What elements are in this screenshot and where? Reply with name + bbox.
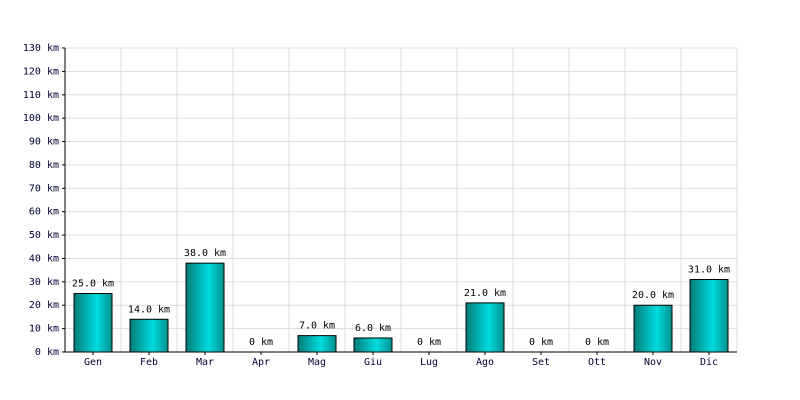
x-tick-label: Mar xyxy=(196,357,214,368)
value-label: 0 km xyxy=(417,337,441,348)
x-tick-label: Giu xyxy=(364,357,382,368)
value-label: 0 km xyxy=(249,337,273,348)
value-label: 31.0 km xyxy=(688,265,730,276)
x-tick-label: Lug xyxy=(420,357,438,368)
y-tick-label: 10 km xyxy=(29,324,59,335)
y-tick-label: 110 km xyxy=(23,90,59,101)
bar xyxy=(185,262,225,353)
value-label: 7.0 km xyxy=(299,321,335,332)
bar xyxy=(129,318,169,353)
y-tick-label: 130 km xyxy=(23,43,59,54)
x-tick-label: Mag xyxy=(308,357,326,368)
y-tick-label: 0 km xyxy=(35,347,59,358)
y-tick-label: 60 km xyxy=(29,207,59,218)
y-tick-label: 120 km xyxy=(23,66,59,77)
x-tick-label: Ott xyxy=(588,357,606,368)
y-tick-label: 40 km xyxy=(29,253,59,264)
bar xyxy=(465,302,505,353)
x-tick-label: Apr xyxy=(252,357,270,368)
x-tick-label: Set xyxy=(532,357,550,368)
value-label: 6.0 km xyxy=(355,323,391,334)
bar xyxy=(73,293,113,353)
value-label: 0 km xyxy=(529,337,553,348)
y-tick-label: 90 km xyxy=(29,137,59,148)
x-tick-label: Dic xyxy=(700,357,718,368)
y-tick-label: 30 km xyxy=(29,277,59,288)
bar xyxy=(689,279,729,353)
x-tick-label: Feb xyxy=(140,357,158,368)
y-tick-label: 20 km xyxy=(29,300,59,311)
value-label: 20.0 km xyxy=(632,290,674,301)
y-tick-label: 80 km xyxy=(29,160,59,171)
bar xyxy=(297,335,337,353)
y-tick-label: 70 km xyxy=(29,183,59,194)
bar xyxy=(633,304,673,353)
value-label: 0 km xyxy=(585,337,609,348)
y-tick-label: 100 km xyxy=(23,113,59,124)
value-label: 21.0 km xyxy=(464,288,506,299)
value-label: 25.0 km xyxy=(72,279,114,290)
y-tick-label: 50 km xyxy=(29,230,59,241)
bar xyxy=(353,337,393,353)
x-tick-label: Ago xyxy=(476,357,494,368)
value-label: 38.0 km xyxy=(184,248,226,259)
x-tick-label: Nov xyxy=(644,357,662,368)
value-label: 14.0 km xyxy=(128,304,170,315)
x-tick-label: Gen xyxy=(84,357,102,368)
